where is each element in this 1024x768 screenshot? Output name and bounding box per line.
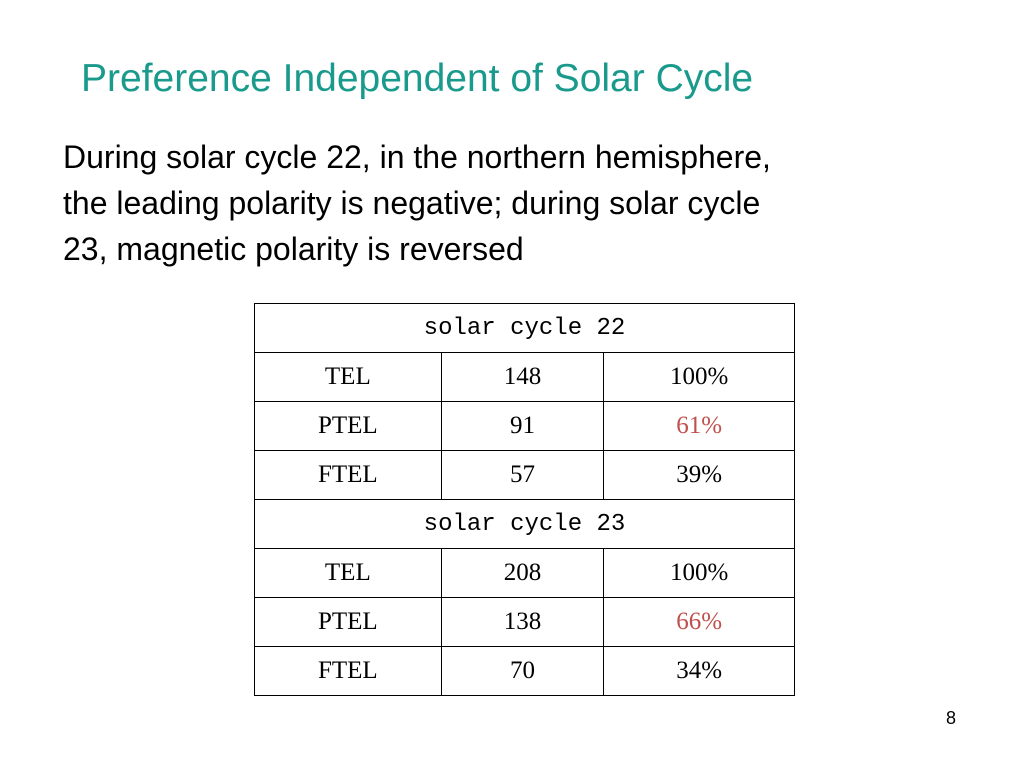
section-header-cycle-22: solar cycle 22 [254, 303, 795, 353]
body-line: the leading polarity is negative; during… [63, 185, 761, 221]
solar-cycle-table: solar cycle 22 TEL 148 100% PTEL 91 61% … [254, 303, 795, 696]
body-line: 23, magnetic polarity is reversed [63, 231, 524, 267]
row-count: 57 [440, 450, 605, 500]
body-paragraph: During solar cycle 22, in the northern h… [63, 134, 983, 272]
table-row: FTEL 57 39% [254, 450, 795, 500]
section-header-cycle-23: solar cycle 23 [254, 499, 795, 549]
row-percent-highlight: 61% [603, 401, 795, 451]
row-label: TEL [254, 352, 442, 402]
table-row: PTEL 138 66% [254, 597, 795, 647]
row-count: 148 [440, 352, 605, 402]
row-count: 208 [440, 548, 605, 598]
slide-number: 8 [946, 708, 957, 728]
section-header-row: solar cycle 22 [254, 303, 795, 353]
slide-title: Preference Independent of Solar Cycle [81, 57, 754, 100]
table-row: TEL 208 100% [254, 548, 795, 598]
table-row: TEL 148 100% [254, 352, 795, 402]
row-label: FTEL [254, 646, 442, 696]
row-label: FTEL [254, 450, 442, 500]
row-count: 91 [440, 401, 605, 451]
row-count: 138 [440, 597, 605, 647]
row-percent: 100% [603, 352, 795, 402]
row-percent: 100% [603, 548, 795, 598]
row-label: TEL [254, 548, 442, 598]
row-percent: 39% [603, 450, 795, 500]
table-row: PTEL 91 61% [254, 401, 795, 451]
body-line: During solar cycle 22, in the northern h… [63, 139, 771, 175]
row-label: PTEL [254, 401, 442, 451]
row-count: 70 [440, 646, 605, 696]
row-percent-highlight: 66% [603, 597, 795, 647]
row-percent: 34% [603, 646, 795, 696]
row-label: PTEL [254, 597, 442, 647]
table-row: FTEL 70 34% [254, 646, 795, 696]
section-header-row: solar cycle 23 [254, 499, 795, 549]
